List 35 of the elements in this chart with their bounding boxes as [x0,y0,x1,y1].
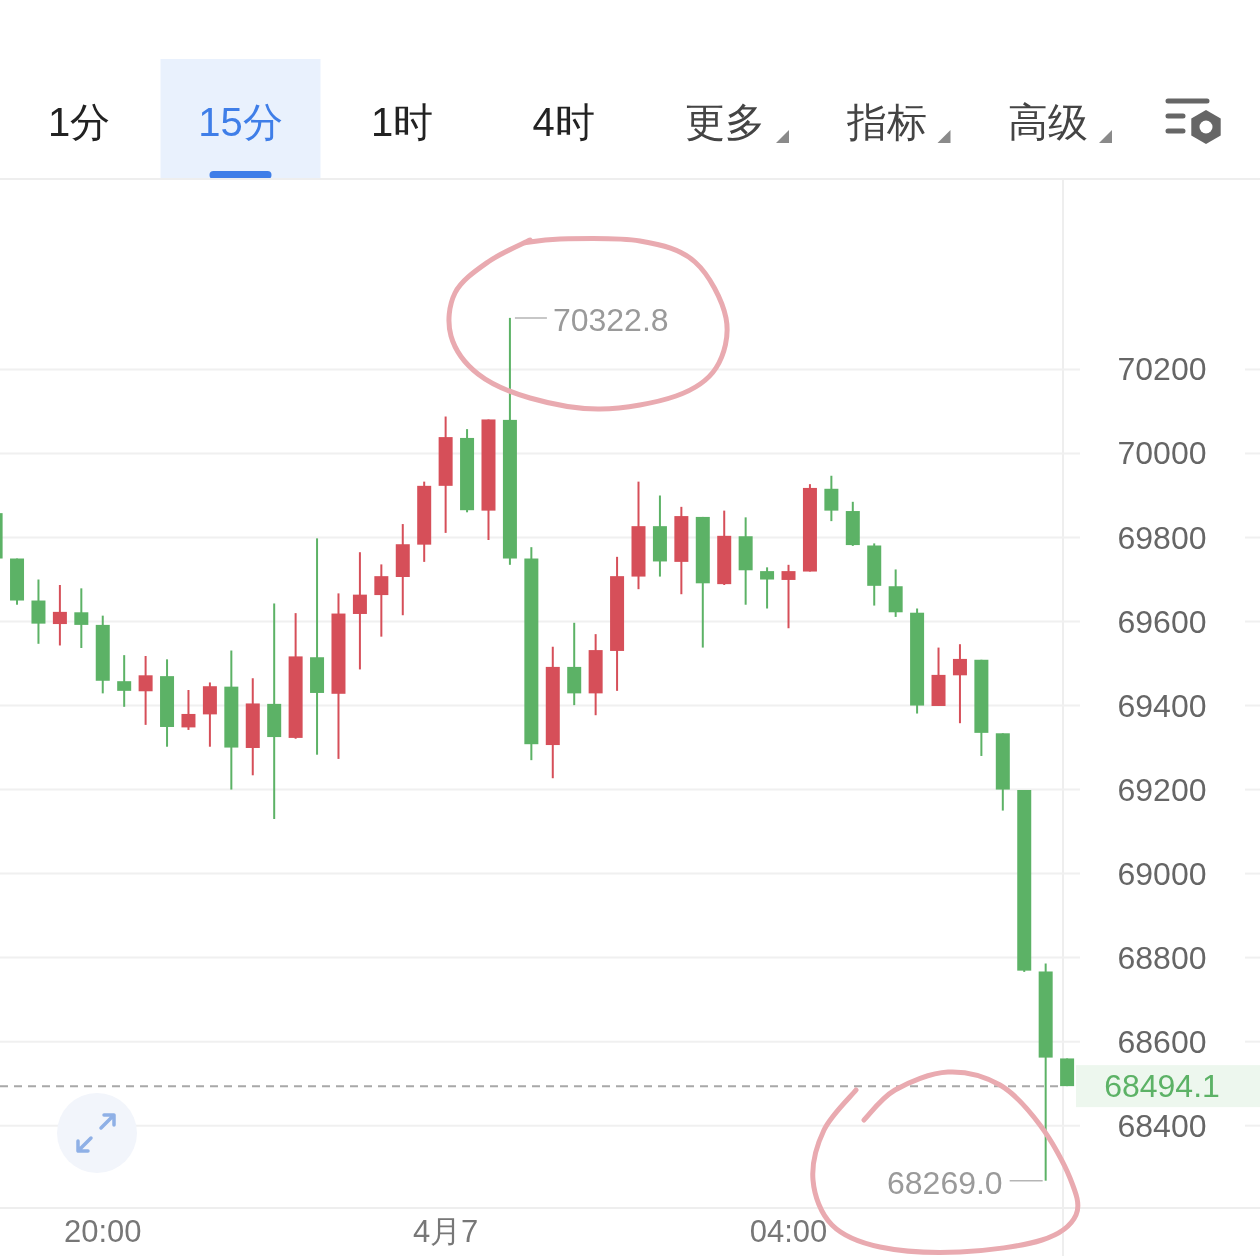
y-tick-label: 69200 [1117,771,1207,808]
candlestick [352,551,367,671]
text: 更多 [685,100,765,144]
candlestick [31,578,46,645]
y-tick-label: 69400 [1117,687,1207,724]
candlestick [74,587,89,649]
annotation: 68269.0 [887,1164,1003,1201]
y-tick-label: 70200 [1117,351,1207,388]
y-tick-label: 68800 [1117,939,1207,976]
text: 高级 [1008,100,1088,144]
y-tick-label: 68400 [1117,1107,1207,1144]
y-tick-label: 69800 [1117,519,1207,556]
candlestick [781,563,796,630]
text: 15分 [198,100,283,144]
x-tick-label: 04:00 [749,1213,828,1249]
text: 1时 [370,100,434,144]
ref-line-label: 68494.1 [1104,1068,1220,1105]
y-tick-label: 69600 [1117,603,1207,640]
y-tick-label: 70000 [1117,435,1207,472]
text: 指标 [845,100,927,144]
candlestick [952,643,967,725]
x-tick-label: 20:00 [63,1213,142,1249]
x-tick-label: 4月7 [412,1213,479,1249]
candlestick [824,474,839,523]
candlestick [138,654,153,726]
annotation: 70322.8 [552,301,669,338]
candlestick [181,689,196,731]
text: 1分 [47,100,111,144]
candlestick [52,583,67,647]
candlestick [760,566,775,610]
candlestick [374,563,389,638]
candlestick [117,654,132,708]
text: 4时 [532,100,595,144]
y-tick-label: 69000 [1117,855,1207,892]
y-tick-label: 68600 [1117,1023,1207,1060]
